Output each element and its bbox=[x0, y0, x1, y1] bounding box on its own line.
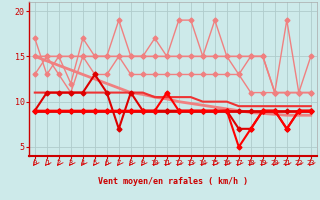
X-axis label: Vent moyen/en rafales ( km/h ): Vent moyen/en rafales ( km/h ) bbox=[98, 177, 248, 186]
